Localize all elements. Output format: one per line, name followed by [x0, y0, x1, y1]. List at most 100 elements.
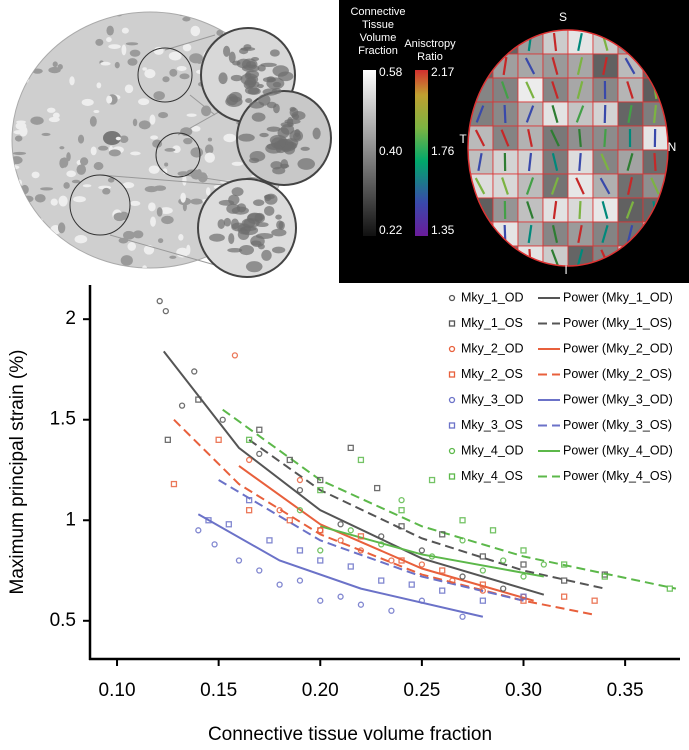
eye-arrow	[576, 81, 584, 99]
gray-bar-label: Tissue	[362, 19, 394, 31]
pore	[142, 67, 147, 71]
eye-arrow	[576, 249, 584, 266]
pore	[57, 63, 63, 70]
pore	[17, 53, 28, 63]
pore	[59, 146, 65, 150]
square-marker	[439, 567, 446, 574]
pore	[12, 151, 27, 155]
pore	[127, 58, 138, 66]
eye-arrow	[527, 152, 533, 172]
pore-zoom	[228, 91, 243, 103]
pore	[71, 179, 81, 184]
pore-zoom	[269, 49, 280, 57]
pore	[12, 247, 14, 252]
eye-arrow	[602, 56, 608, 76]
pore-zoom	[266, 101, 277, 109]
pore	[138, 120, 151, 130]
eye-arrow	[576, 56, 584, 76]
eye-arrow	[601, 201, 609, 219]
circle-marker	[317, 547, 324, 554]
pore	[152, 139, 163, 148]
square-marker	[520, 547, 527, 554]
pore-zoom	[263, 205, 275, 216]
pore	[79, 17, 92, 24]
pore	[113, 212, 126, 222]
pore	[191, 125, 201, 132]
pore	[80, 157, 89, 166]
eye-arrow	[550, 249, 560, 266]
circle-marker	[418, 597, 426, 604]
pore	[223, 133, 237, 143]
pore	[100, 61, 111, 66]
x-tick-label: 0.15	[200, 680, 237, 701]
x-tick-label: 0.30	[505, 680, 542, 701]
pore	[150, 135, 159, 140]
eye-arrow	[575, 177, 585, 195]
pore	[231, 161, 244, 166]
legend-label: Power (Mky_4_OD)	[563, 443, 673, 457]
gray-bar-tick: 0.22	[379, 223, 403, 237]
pore	[201, 105, 212, 117]
square-marker	[378, 577, 385, 584]
pore	[162, 76, 170, 83]
fit-line	[173, 419, 595, 616]
pore-zoom	[243, 44, 252, 50]
pore	[159, 207, 173, 214]
eye-arrow	[475, 105, 485, 123]
pore	[144, 69, 156, 79]
legend-label: Mky_3_OS	[461, 418, 523, 432]
eye-arrow	[601, 225, 609, 243]
fit-line	[222, 408, 677, 590]
circle-marker	[256, 450, 263, 458]
square-marker	[439, 587, 446, 594]
pore	[12, 264, 17, 268]
square-marker	[256, 426, 263, 433]
pore-zoom	[271, 246, 286, 254]
eye-arrow	[599, 177, 611, 195]
pore	[89, 266, 94, 268]
pore-zoom	[236, 58, 251, 69]
square-marker	[479, 553, 487, 560]
pore	[127, 242, 136, 251]
pore	[12, 156, 23, 165]
square-marker	[520, 593, 527, 600]
eye-arrow	[527, 224, 533, 244]
pore-zoom	[272, 65, 289, 77]
pore-zoom	[232, 60, 241, 66]
pore	[142, 265, 147, 268]
pore	[241, 14, 254, 25]
pore	[48, 66, 61, 74]
pore-zoom	[294, 129, 301, 137]
pore	[50, 198, 58, 206]
pore-zoom	[226, 203, 241, 214]
pore	[69, 76, 75, 86]
eye-arrow	[550, 177, 560, 195]
circle-marker	[449, 577, 456, 584]
pore	[204, 144, 214, 155]
pore	[76, 164, 87, 175]
x-tick-label: 0.25	[403, 680, 440, 701]
pore	[42, 46, 48, 54]
pore-zoom	[251, 56, 260, 62]
pore-zoom	[239, 245, 255, 256]
square-marker	[448, 320, 456, 327]
square-marker	[225, 521, 232, 528]
square-marker	[520, 597, 527, 604]
eye-arrow	[474, 129, 486, 147]
gray-bar-label: Connective	[350, 6, 405, 18]
pore	[82, 184, 92, 188]
pore	[13, 50, 26, 60]
pore	[153, 46, 164, 55]
square-marker	[520, 561, 527, 568]
eye-arrow	[477, 152, 483, 172]
pore	[52, 61, 58, 68]
pore	[119, 135, 129, 143]
pore-zoom	[245, 98, 253, 104]
gray-bar-tick: 0.58	[379, 65, 403, 79]
circle-marker	[256, 567, 263, 574]
pore	[108, 149, 121, 157]
pore	[148, 202, 156, 212]
pore-zoom	[228, 233, 235, 245]
pore	[30, 23, 40, 28]
